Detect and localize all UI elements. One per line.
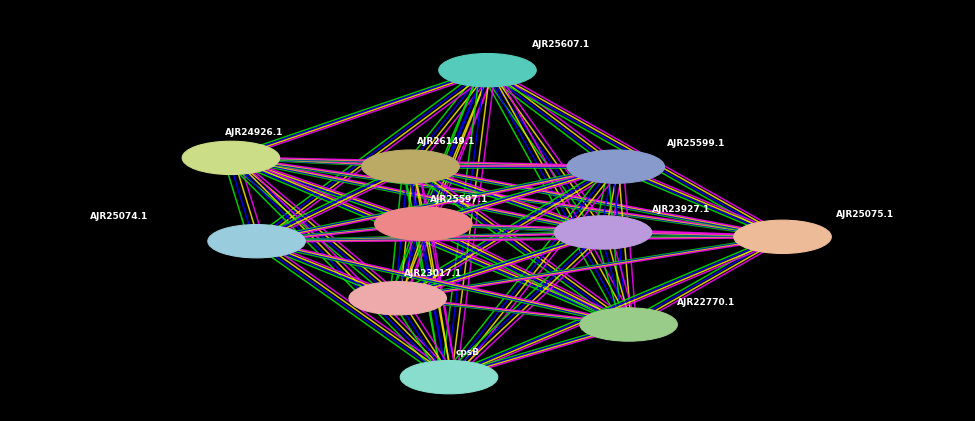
Circle shape [554,216,651,249]
Text: AJR24926.1: AJR24926.1 [224,128,283,137]
Circle shape [567,150,665,183]
Text: AJR25599.1: AJR25599.1 [667,139,725,148]
Circle shape [374,207,472,240]
Text: AJR26149.1: AJR26149.1 [417,137,476,146]
Text: AJR25075.1: AJR25075.1 [837,210,895,219]
Circle shape [439,53,536,87]
Circle shape [401,360,498,394]
Circle shape [182,141,280,175]
Text: AJR25597.1: AJR25597.1 [430,195,488,204]
Text: AJR25074.1: AJR25074.1 [90,213,148,221]
Circle shape [362,150,459,183]
Circle shape [580,308,678,341]
Circle shape [208,224,305,258]
Circle shape [734,220,832,253]
Circle shape [349,282,447,315]
Text: AJR23017.1: AJR23017.1 [404,269,462,278]
Text: AJR23927.1: AJR23927.1 [651,205,710,214]
Text: cpsB: cpsB [455,349,480,357]
Text: AJR25607.1: AJR25607.1 [532,40,591,49]
Text: AJR22770.1: AJR22770.1 [678,298,735,307]
